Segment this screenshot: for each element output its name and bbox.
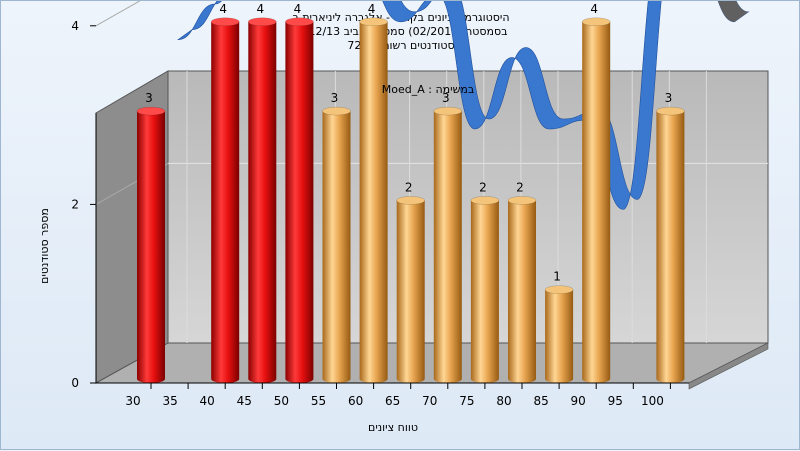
bar-value-label: 1 — [553, 270, 561, 284]
bar-top — [470, 196, 500, 205]
bar-value-label: 2 — [405, 180, 413, 194]
bar-value-label: 4 — [368, 2, 376, 16]
bar-body — [137, 111, 165, 383]
x-tick-label: 90 — [571, 394, 586, 408]
bar-top — [396, 196, 425, 205]
bar-body — [545, 289, 574, 383]
bar-body — [656, 111, 685, 383]
bar-value-label: 3 — [442, 91, 450, 105]
x-tick-label: 85 — [533, 394, 548, 408]
bar: 4 — [210, 2, 240, 384]
bar: 4 — [581, 2, 611, 384]
bar: 4 — [359, 2, 388, 384]
bar: 3 — [656, 91, 685, 383]
bar: 1 — [544, 270, 574, 383]
bar-top — [581, 17, 611, 27]
y-axis-label: מספר סטודנטים — [38, 208, 51, 284]
x-tick-label: 80 — [496, 394, 511, 408]
bar-body — [248, 21, 277, 383]
x-tick-label: 45 — [237, 394, 252, 408]
trend-ribbon-tail — [718, 1, 749, 22]
bar-top — [656, 106, 685, 116]
bar-body — [211, 21, 240, 384]
bar-top — [210, 17, 240, 27]
bar-value-label: 4 — [256, 2, 264, 16]
grid-line-side — [95, 1, 141, 27]
bar-top — [136, 106, 166, 116]
bar-top — [322, 106, 351, 116]
x-tick-label: 100 — [641, 394, 664, 408]
bar-body — [396, 200, 425, 383]
bar: 2 — [396, 180, 425, 383]
bar: 3 — [433, 91, 463, 383]
x-tick-label: 50 — [274, 394, 289, 408]
chart-subtitle: Moed_A : במשימה — [382, 83, 474, 96]
bar-top — [359, 17, 388, 27]
x-axis-label: טווח ציונים — [368, 421, 418, 434]
bar: 4 — [285, 2, 314, 384]
bar: 3 — [136, 91, 166, 383]
y-tick-label: 2 — [71, 197, 79, 211]
bar-value-label: 3 — [665, 91, 673, 105]
bar-top — [285, 17, 314, 27]
bar-top — [507, 196, 537, 205]
bar-value-label: 3 — [331, 91, 339, 105]
bar-value-label: 2 — [516, 180, 524, 194]
bar-value-label: 4 — [590, 2, 598, 16]
x-tick-label: 40 — [200, 394, 215, 408]
bar-top — [248, 17, 277, 27]
bar: 4 — [248, 2, 277, 383]
bar-body — [359, 21, 388, 384]
bar: 3 — [322, 91, 351, 383]
y-tick-label: 0 — [71, 376, 79, 390]
y-tick-label: 4 — [71, 19, 79, 33]
x-tick-label: 35 — [162, 394, 177, 408]
x-tick-label: 75 — [459, 394, 474, 408]
bar-body — [470, 200, 499, 383]
bar-body — [285, 21, 314, 384]
x-tick-label: 60 — [348, 394, 363, 408]
x-tick-label: 65 — [385, 394, 400, 408]
bar-value-label: 4 — [294, 2, 302, 16]
bar-top — [544, 285, 574, 294]
right-edge — [688, 342, 769, 390]
bar-top — [433, 106, 463, 116]
bar-body — [322, 111, 351, 383]
x-tick-label: 95 — [608, 394, 623, 408]
bar-body — [508, 200, 536, 383]
bar-value-label: 4 — [219, 2, 227, 16]
bar-value-label: 3 — [145, 91, 153, 105]
x-tick-label: 70 — [422, 394, 437, 408]
x-tick-label: 55 — [311, 394, 326, 408]
x-tick-label: 30 — [125, 394, 140, 408]
bar-body — [433, 111, 462, 383]
bar: 2 — [470, 180, 500, 383]
bar-value-label: 2 — [479, 180, 487, 194]
bar-body — [582, 21, 611, 384]
bar: 2 — [507, 180, 537, 383]
